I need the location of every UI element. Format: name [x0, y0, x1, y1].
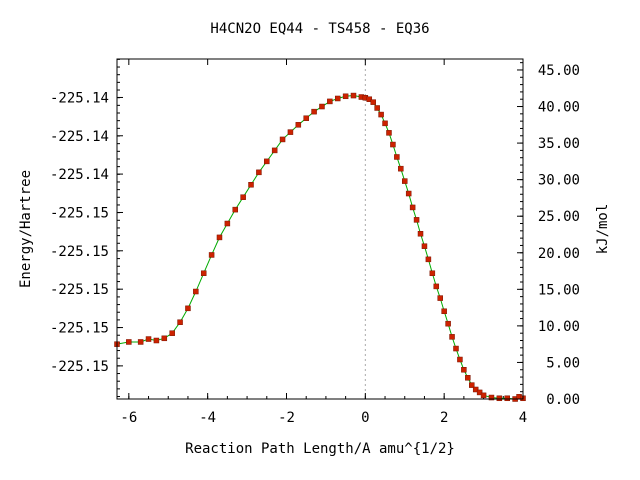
data-point — [216, 234, 223, 241]
data-point — [433, 283, 440, 290]
y2-axis-label: kJ/mol — [595, 204, 611, 255]
data-point — [334, 95, 341, 102]
data-point — [421, 243, 428, 249]
y2-tick-label: 30.00 — [538, 173, 580, 189]
data-point — [425, 256, 432, 263]
y2-tick-labels: 45.00 40.00 35.00 30.00 25.00 20.00 15.00 10.00… — [538, 63, 580, 408]
y2-tick-label: 10.00 — [538, 319, 580, 335]
data-point — [327, 98, 333, 105]
data-point — [145, 336, 152, 342]
y-tick-label: -225.14 — [50, 167, 109, 183]
data-point — [185, 305, 191, 312]
data-point — [504, 395, 510, 402]
data-point — [413, 217, 420, 223]
y-tick-label: -225.15 — [50, 205, 109, 221]
data-point — [177, 319, 183, 325]
data-point — [409, 204, 416, 211]
y2-tick-label: 0.00 — [546, 392, 580, 408]
data-point — [398, 165, 404, 172]
data-point — [496, 395, 503, 402]
data-point — [453, 345, 459, 352]
y2-tick-label: 40.00 — [538, 100, 580, 116]
data-point — [240, 194, 246, 200]
data-point — [126, 339, 132, 345]
data-point — [405, 190, 412, 197]
data-point — [469, 382, 475, 388]
y-axis-label: Energy/Hartree — [18, 170, 34, 288]
data-point — [279, 136, 286, 143]
plot-frame — [116, 58, 524, 400]
y2-tick-label: 15.00 — [538, 282, 580, 298]
data-point — [295, 122, 302, 128]
x-tick-labels: -6 -4 -2 0 2 4 — [120, 410, 527, 426]
y2-tick-label: 25.00 — [538, 209, 580, 225]
data-point — [445, 320, 451, 327]
data-point — [161, 335, 168, 342]
data-point — [264, 158, 270, 165]
data-point — [449, 334, 455, 340]
data-point — [193, 288, 199, 295]
data-point — [437, 295, 443, 301]
data-point — [461, 367, 467, 373]
data-point — [417, 231, 424, 237]
data-point — [232, 206, 239, 213]
y2-tick-label: 20.00 — [538, 246, 580, 262]
x-tick-label: -6 — [120, 410, 137, 426]
x-tick-label: 4 — [519, 410, 527, 426]
data-points — [114, 92, 526, 402]
data-point — [382, 120, 388, 127]
data-point — [303, 115, 309, 121]
data-point — [287, 129, 294, 135]
x-tick-label: -2 — [278, 410, 295, 426]
y-tick-label: -225.14 — [50, 129, 109, 145]
y-tick-labels: -225.14 -225.14 -225.14 -225.15 -225.15 -225.… — [50, 90, 109, 374]
data-point — [370, 99, 376, 105]
x-tick-label: 2 — [440, 410, 448, 426]
data-point — [248, 182, 254, 188]
data-point — [480, 392, 487, 399]
data-point — [374, 105, 380, 111]
data-point — [153, 337, 160, 344]
y2-tick-label: 35.00 — [538, 136, 580, 152]
data-point — [390, 141, 396, 148]
data-point — [224, 220, 231, 227]
data-point — [465, 375, 471, 381]
data-point — [476, 389, 483, 396]
y-tick-label: -225.15 — [50, 244, 109, 260]
data-point — [200, 270, 207, 276]
data-point — [441, 308, 447, 315]
data-point — [472, 386, 479, 393]
data-point — [386, 130, 392, 136]
axes — [117, 58, 524, 400]
data-point — [394, 154, 400, 160]
data-point — [208, 252, 215, 258]
y2-tick-label: 45.00 — [538, 63, 580, 79]
data-point — [378, 111, 384, 118]
data-point — [457, 356, 463, 363]
chart-title: H4CN2O EQ44 - TS458 - EQ36 — [210, 21, 429, 37]
data-point — [169, 330, 175, 336]
x-tick-label: 0 — [361, 410, 369, 426]
data-point — [271, 147, 278, 154]
data-point — [319, 103, 325, 110]
data-point — [401, 178, 408, 184]
data-point — [342, 93, 349, 100]
y-tick-label: -225.15 — [50, 321, 109, 337]
data-point — [488, 394, 495, 401]
x-axis-label: Reaction Path Length/A amu^{1/2} — [185, 441, 455, 457]
y-tick-label: -225.15 — [50, 359, 109, 375]
data-point — [350, 92, 357, 99]
data-point — [311, 108, 317, 115]
data-point — [137, 339, 144, 345]
data-point — [366, 96, 373, 102]
x-tick-label: -4 — [199, 410, 216, 426]
series-line — [116, 95, 524, 400]
y2-tick-label: 5.00 — [546, 355, 580, 371]
y-tick-label: -225.15 — [50, 282, 109, 298]
data-point — [429, 270, 436, 276]
y-tick-label: -225.14 — [50, 90, 109, 106]
data-point — [256, 169, 262, 176]
